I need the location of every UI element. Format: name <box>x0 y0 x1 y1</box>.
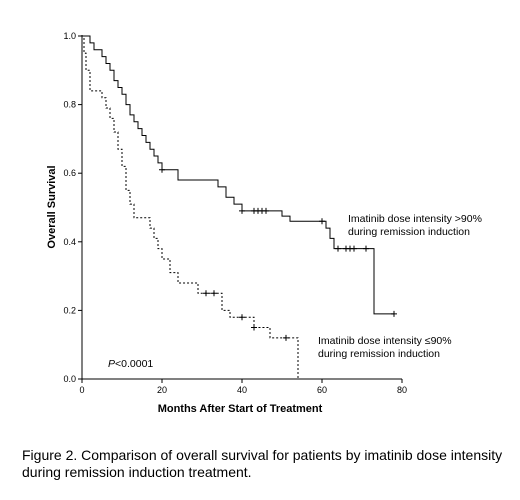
y-tick-label: 0.4 <box>63 237 76 247</box>
censor-mark <box>263 207 269 214</box>
series-high-label-line1: Imatinib dose intensity >90% <box>348 213 482 225</box>
x-tick-label: 40 <box>237 385 247 395</box>
censor-mark <box>363 245 369 252</box>
censor-mark <box>319 218 325 225</box>
figure-caption: Figure 2. Comparison of overall survival… <box>22 447 518 481</box>
series-low-label-line1: Imatinib dose intensity ≤90% <box>318 335 452 347</box>
series-layer <box>82 35 397 379</box>
x-tick-label: 80 <box>397 385 407 395</box>
caption-line-1: Figure 2. Comparison of overall survival… <box>22 447 503 463</box>
y-tick-label: 0.6 <box>63 168 76 178</box>
p-value-text: <0.0001 <box>115 358 153 370</box>
km-chart: 0.0 0.2 0.4 0.6 0.8 1.0 0 20 40 60 80 Months After… <box>46 31 482 415</box>
censor-mark <box>239 207 245 214</box>
censor-mark <box>335 245 341 252</box>
series-high-label-line2: during remission induction <box>348 226 470 238</box>
x-tick-label: 0 <box>79 385 84 395</box>
series-low-label-line2: during remission induction <box>318 348 440 360</box>
series-high-dose <box>82 35 397 317</box>
x-tick-label: 20 <box>157 385 167 395</box>
censor-mark <box>351 245 357 252</box>
axes: 0.0 0.2 0.4 0.6 0.8 1.0 0 20 40 60 80 <box>63 31 407 395</box>
p-value-annotation: P<0.0001 <box>108 358 153 370</box>
series-low-dose <box>82 35 299 379</box>
y-tick-label: 1.0 <box>63 31 76 41</box>
censor-mark <box>391 310 397 317</box>
censor-mark <box>211 290 217 297</box>
y-tick-label: 0.8 <box>63 100 76 110</box>
censor-mark <box>203 290 209 297</box>
p-value-letter: P <box>108 358 115 370</box>
survival-figure: 0.0 0.2 0.4 0.6 0.8 1.0 0 20 40 60 80 Months After… <box>22 31 502 480</box>
censor-mark <box>283 334 289 341</box>
y-tick-label: 0.2 <box>63 305 76 315</box>
x-axis-title: Months After Start of Treatment <box>158 403 323 415</box>
censor-mark <box>251 324 257 331</box>
x-tick-label: 60 <box>317 385 327 395</box>
survival-curve-low <box>82 35 299 379</box>
caption-line-2: during remission induction treatment. <box>22 464 252 480</box>
y-axis-title: Overall Survival <box>46 165 58 248</box>
y-tick-label: 0.0 <box>63 374 76 384</box>
survival-curve-high <box>82 35 394 315</box>
censor-mark <box>239 314 245 321</box>
censor-mark <box>159 166 165 173</box>
